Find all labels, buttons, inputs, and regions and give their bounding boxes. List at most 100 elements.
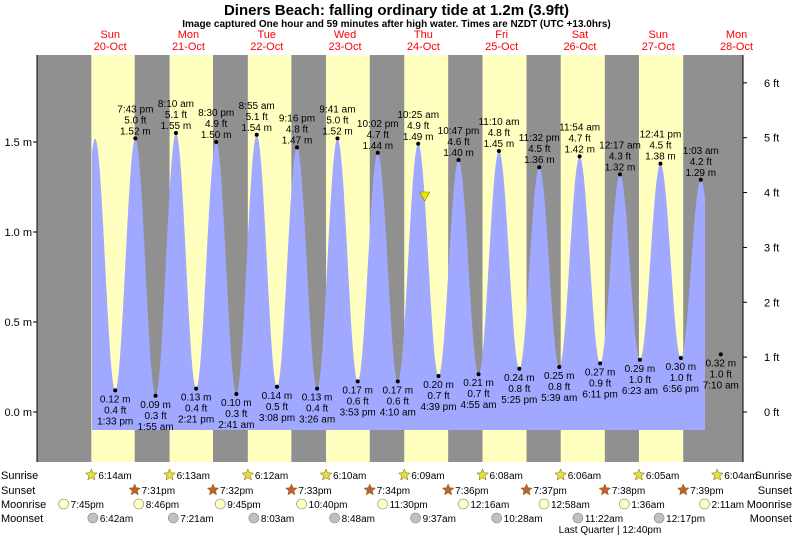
low-tide-point bbox=[598, 361, 603, 366]
low-tide-time: 5:25 pm bbox=[501, 395, 537, 406]
sunset-time: 7:39pm bbox=[690, 486, 723, 497]
sunrise-icon bbox=[163, 468, 176, 481]
high-tide-ft: 4.2 ft bbox=[690, 157, 712, 168]
sunrise-time: 6:14am bbox=[98, 471, 131, 482]
low-tide-time: 2:21 pm bbox=[178, 415, 214, 426]
high-tide-time: 10:25 am bbox=[397, 110, 439, 121]
day-weekday-label: Thu bbox=[414, 29, 433, 41]
high-tide-m: 1.49 m bbox=[403, 132, 434, 143]
sunrise-time: 6:09am bbox=[411, 471, 444, 482]
low-tide-m: 0.17 m bbox=[383, 385, 414, 396]
moonrise-time: 1:36am bbox=[631, 500, 664, 511]
low-tide-point bbox=[436, 374, 441, 378]
low-tide-ft: 1.0 ft bbox=[629, 375, 651, 386]
moonrise-icon bbox=[377, 498, 388, 510]
moonset-icon bbox=[572, 512, 584, 524]
moonrise-icon bbox=[133, 498, 145, 510]
high-tide-time: 9:16 pm bbox=[279, 113, 315, 124]
day-date-label: 25-Oct bbox=[485, 41, 518, 53]
sunset-icon bbox=[128, 483, 142, 496]
day-weekday-label: Sat bbox=[572, 29, 589, 41]
low-tide-point bbox=[557, 365, 562, 369]
chart-title: Diners Beach: falling ordinary tide at 1… bbox=[223, 2, 570, 19]
high-tide-time: 11:32 pm bbox=[519, 133, 560, 144]
sunrise-icon bbox=[476, 468, 489, 481]
sunset-time: 7:31pm bbox=[142, 486, 175, 497]
low-tide-time: 6:23 am bbox=[622, 386, 658, 397]
low-tide-time: 3:53 pm bbox=[340, 407, 376, 418]
high-tide-point bbox=[496, 149, 501, 153]
low-tide-point bbox=[637, 357, 642, 362]
low-tide-point bbox=[718, 352, 723, 357]
left-axis-tick-label: 1.0 m bbox=[4, 227, 32, 239]
day-date-label: 22-Oct bbox=[250, 41, 283, 53]
high-tide-point bbox=[254, 132, 259, 137]
sunset-time: 7:33pm bbox=[298, 486, 331, 497]
high-tide-time: 7:43 pm bbox=[117, 104, 153, 115]
high-tide-point bbox=[133, 136, 138, 141]
sunset-icon bbox=[285, 483, 298, 496]
low-tide-ft: 0.6 ft bbox=[347, 396, 369, 407]
day-date-label: 26-Oct bbox=[563, 41, 596, 53]
low-tide-m: 0.13 m bbox=[302, 393, 333, 404]
moonset-time: 8:48am bbox=[342, 514, 375, 525]
day-weekday-label: Wed bbox=[334, 29, 356, 41]
high-tide-m: 1.54 m bbox=[241, 123, 272, 134]
high-tide-point bbox=[618, 172, 623, 177]
low-tide-point bbox=[194, 386, 199, 391]
moonrise-time: 8:46pm bbox=[146, 500, 179, 511]
high-tide-ft: 4.9 ft bbox=[205, 119, 227, 130]
high-tide-m: 1.55 m bbox=[161, 121, 192, 132]
day-weekday-label: Sun bbox=[100, 29, 120, 41]
low-tide-ft: 0.7 ft bbox=[427, 391, 449, 402]
high-tide-point bbox=[698, 177, 703, 182]
sunrise-time: 6:06am bbox=[568, 471, 601, 482]
moonset-time: 6:42am bbox=[100, 514, 133, 525]
high-tide-point bbox=[577, 154, 582, 159]
low-tide-point bbox=[517, 366, 522, 371]
high-tide-point bbox=[173, 131, 178, 135]
high-tide-time: 8:10 am bbox=[158, 99, 194, 110]
moonrise-icon bbox=[538, 498, 550, 510]
high-tide-time: 11:54 am bbox=[559, 122, 600, 133]
low-tide-time: 5:39 am bbox=[541, 393, 577, 404]
low-tide-ft: 0.8 ft bbox=[508, 384, 530, 395]
sunset-icon bbox=[520, 483, 533, 496]
high-tide-point bbox=[214, 140, 219, 144]
high-tide-ft: 5.0 ft bbox=[326, 115, 348, 126]
sunset-time: 7:38pm bbox=[612, 486, 645, 497]
low-tide-m: 0.10 m bbox=[221, 398, 252, 409]
high-tide-ft: 4.3 ft bbox=[609, 151, 631, 162]
low-tide-time: 1:33 pm bbox=[97, 416, 133, 427]
sunset-time: 7:37pm bbox=[534, 486, 567, 497]
sunrise-icon bbox=[710, 468, 724, 481]
high-tide-point bbox=[537, 165, 542, 170]
moonrise-time: 2:11am bbox=[712, 500, 745, 511]
low-tide-m: 0.30 m bbox=[666, 362, 697, 373]
low-tide-ft: 0.4 ft bbox=[104, 405, 126, 416]
low-tide-ft: 0.5 ft bbox=[266, 402, 288, 413]
high-tide-point bbox=[456, 158, 461, 162]
high-tide-m: 1.45 m bbox=[484, 139, 515, 150]
left-axis-tick-label: 0.0 m bbox=[4, 407, 32, 419]
sunset-row-label-right: Sunset bbox=[758, 485, 792, 497]
moonset-icon bbox=[87, 512, 99, 524]
low-tide-point bbox=[678, 356, 683, 360]
high-tide-time: 12:17 am bbox=[599, 140, 641, 151]
sunset-row-label-left: Sunset bbox=[1, 485, 35, 497]
low-tide-m: 0.21 m bbox=[463, 378, 494, 389]
sunset-time: 7:36pm bbox=[455, 486, 488, 497]
low-tide-m: 0.20 m bbox=[423, 380, 454, 391]
sunrise-icon bbox=[241, 468, 255, 481]
moonrise-icon bbox=[214, 498, 226, 510]
high-tide-point bbox=[416, 141, 421, 146]
low-tide-ft: 0.8 ft bbox=[548, 382, 570, 393]
moonset-icon bbox=[410, 512, 421, 524]
sunset-icon bbox=[441, 483, 455, 496]
low-tide-ft: 0.9 ft bbox=[589, 378, 611, 389]
day-headers: Sun20-OctMon21-OctTue22-OctWed23-OctThu2… bbox=[94, 29, 753, 53]
low-tide-point bbox=[153, 393, 158, 398]
high-tide-ft: 5.1 ft bbox=[165, 110, 187, 121]
high-tide-ft: 4.8 ft bbox=[286, 124, 308, 135]
high-tide-ft: 4.7 ft bbox=[367, 130, 389, 141]
